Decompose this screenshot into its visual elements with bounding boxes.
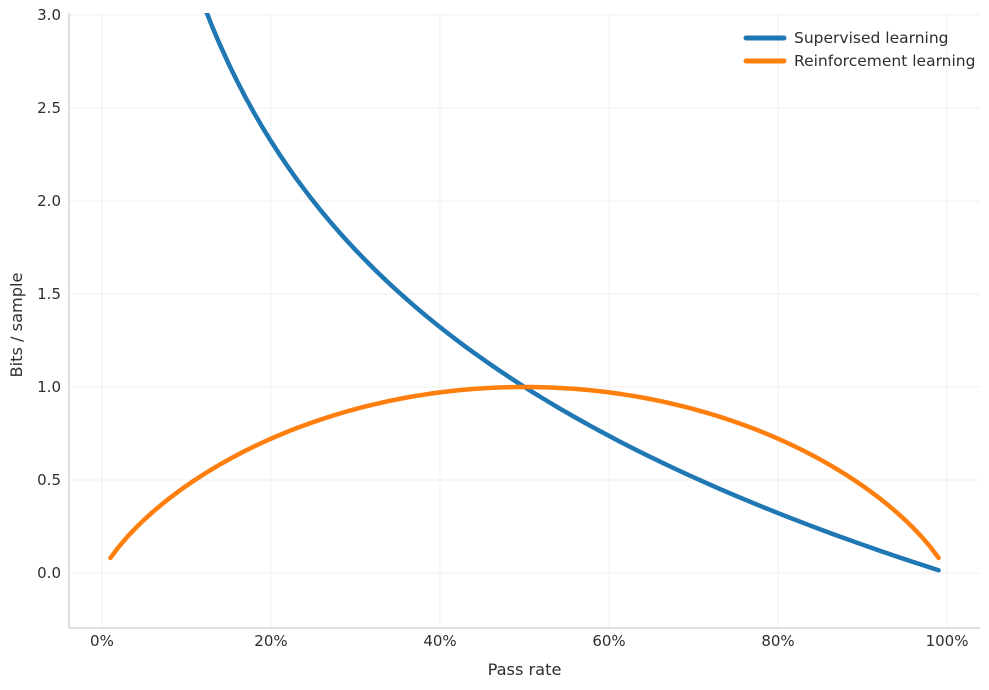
y-tick-label: 0.0 [37, 564, 61, 582]
y-tick-label: 2.0 [37, 192, 61, 210]
x-axis-label: Pass rate [488, 660, 562, 679]
legend-entry-supervised-learning: Supervised learning [743, 29, 949, 47]
y-tick-label: 1.5 [37, 285, 61, 303]
plot-area [69, 13, 980, 628]
y-tick-label: 2.5 [37, 99, 61, 117]
x-tick-label: 40% [423, 632, 456, 650]
legend: Supervised learning Reinforcement learnin… [743, 29, 975, 70]
gridlines [69, 13, 980, 628]
legend-entry-reinforcement-learning: Reinforcement learning [743, 52, 975, 70]
y-tick-label: 0.5 [37, 471, 61, 489]
x-tick-label: 60% [592, 632, 625, 650]
legend-label-supervised-learning: Supervised learning [794, 29, 949, 47]
x-tick-label: 100% [926, 632, 969, 650]
legend-label-reinforcement-learning: Reinforcement learning [794, 52, 975, 70]
y-axis-label: Bits / sample [7, 272, 26, 377]
series-line-reinforcement-learning [108, 384, 941, 561]
x-tick-label: 20% [254, 632, 287, 650]
y-tick-label: 3.0 [37, 6, 61, 24]
y-tick-label: 1.0 [37, 378, 61, 396]
x-tick-label: 80% [761, 632, 794, 650]
x-tick-label: 0% [90, 632, 114, 650]
